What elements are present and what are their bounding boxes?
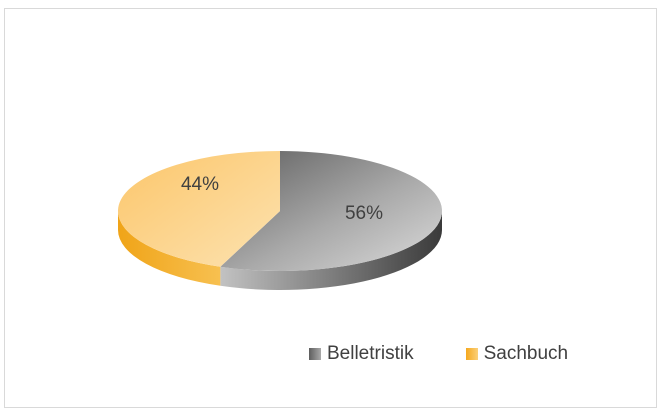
legend-swatch-sachbuch — [465, 348, 478, 360]
legend-label-belletristik: Belletristik — [327, 343, 414, 364]
pie-slice-belletristik — [220, 151, 442, 271]
pie-slice-side-sachbuch — [118, 211, 221, 286]
data-label-belletristik: 56% — [345, 203, 383, 224]
data-label-sachbuch: 44% — [181, 174, 219, 195]
legend-label-sachbuch: Sachbuch — [483, 343, 569, 364]
legend-swatch-belletristik — [309, 348, 321, 360]
legend: Belletristik Sachbuch — [309, 343, 568, 365]
pie-slice-side-belletristik — [220, 211, 442, 290]
legend-item-sachbuch: Sachbuch — [465, 343, 569, 365]
pie-slice-sachbuch — [117, 151, 280, 267]
legend-item-belletristik: Belletristik — [309, 343, 414, 365]
